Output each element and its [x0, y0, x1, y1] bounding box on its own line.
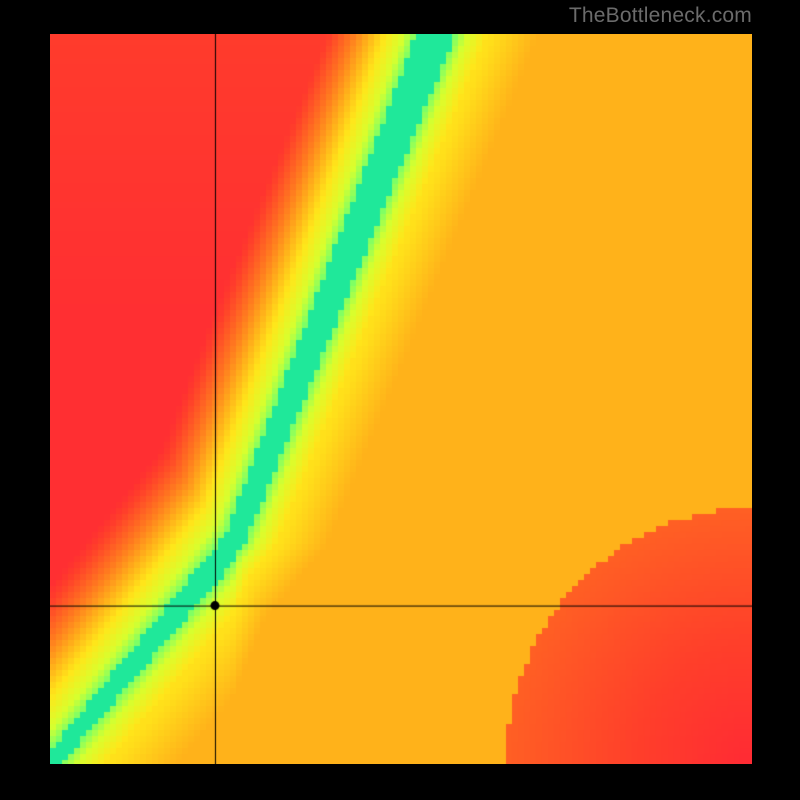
watermark: TheBottleneck.com	[569, 4, 752, 28]
heatmap-canvas	[50, 34, 752, 764]
heatmap-plot	[50, 34, 752, 764]
